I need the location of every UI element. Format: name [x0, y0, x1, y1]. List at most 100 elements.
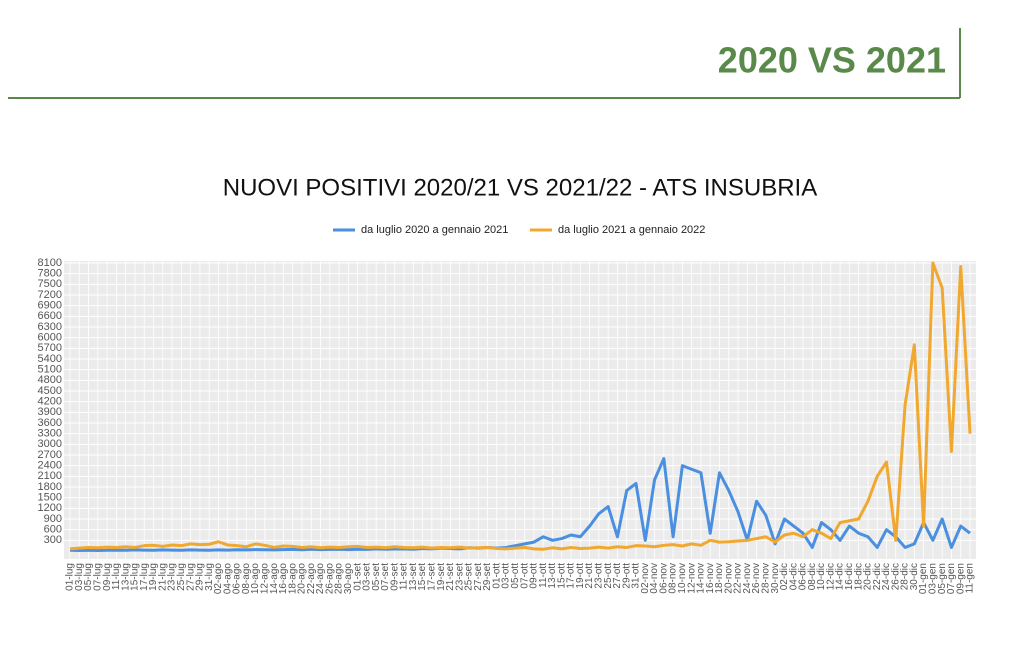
x-tick-label: 19-ott [575, 563, 586, 589]
x-tick-label: 05-gen [937, 563, 948, 594]
x-tick-label: 06-nov [658, 563, 669, 594]
x-tick-label: 22-dic [872, 563, 883, 590]
y-tick-label: 6900 [38, 300, 62, 312]
x-tick-label: 23-ott [594, 563, 605, 589]
x-tick-label: 31-ott [631, 563, 642, 589]
x-tick-label: 24-ago [315, 563, 326, 595]
x-tick-label: 25-lug [176, 563, 187, 591]
x-tick-label: 09-ott [529, 563, 540, 589]
x-tick-label: 02-ago [213, 563, 224, 595]
x-tick-label: 29-lug [195, 563, 206, 591]
x-tick-label: 14-nov [696, 563, 707, 594]
x-tick-label: 19-set [436, 563, 447, 591]
x-tick-label: 20-ago [297, 563, 308, 595]
x-tick-label: 03-lug [74, 563, 85, 591]
x-tick-label: 13-lug [120, 563, 131, 591]
y-tick-label: 4800 [38, 374, 62, 386]
y-tick-label: 2400 [38, 460, 62, 472]
x-tick-label: 07-lug [92, 563, 103, 591]
x-tick-label: 13-set [408, 563, 419, 591]
x-tick-label: 04-nov [649, 563, 660, 594]
x-tick-label: 05-ott [510, 563, 521, 589]
y-tick-label: 4500 [38, 385, 62, 397]
x-tick-label: 18-nov [714, 563, 725, 594]
y-tick-label: 600 [44, 524, 62, 536]
x-tick-label: 12-nov [686, 563, 697, 594]
y-tick-label: 5400 [38, 353, 62, 365]
y-tick-label: 3900 [38, 406, 62, 418]
x-tick-label: 26-dic [890, 563, 901, 590]
x-tick-label: 04-ago [222, 563, 233, 595]
x-tick-label: 15-ott [556, 563, 567, 589]
x-tick-label: 21-set [445, 563, 456, 591]
x-tick-label: 11-ott [538, 563, 549, 588]
x-tick-label: 08-dic [807, 563, 818, 590]
x-tick-label: 07-set [380, 563, 391, 591]
x-tick-label: 04-dic [788, 563, 799, 590]
slide-title: 2020 VS 2021 [718, 40, 946, 81]
y-tick-label: 7500 [38, 278, 62, 290]
y-tick-label: 3000 [38, 438, 62, 450]
series-line [69, 261, 972, 551]
x-tick-label: 27-set [473, 563, 484, 591]
x-tick-label: 24-nov [742, 563, 753, 594]
x-tick-label: 06-ago [232, 563, 243, 595]
x-tick-label: 12-dic [825, 563, 836, 590]
x-tick-label: 15-lug [130, 563, 141, 591]
x-tick-label: 14-ago [269, 563, 280, 595]
x-tick-label: 17-lug [139, 563, 150, 591]
y-tick-label: 7200 [38, 289, 62, 301]
y-tick-label: 8100 [38, 257, 62, 269]
x-tick-label: 20-nov [723, 563, 734, 594]
chart-title: NUOVI POSITIVI 2020/21 VS 2021/22 - ATS … [223, 174, 817, 201]
x-tick-label: 02-nov [640, 563, 651, 594]
x-tick-label: 13-ott [547, 563, 558, 589]
x-tick-label: 07-gen [946, 563, 957, 594]
x-tick-label: 27-ott [612, 563, 623, 589]
y-tick-label: 1800 [38, 481, 62, 493]
plot-background [64, 261, 976, 559]
x-tick-label: 16-nov [705, 563, 716, 594]
x-tick-label: 25-set [464, 563, 475, 591]
x-tick-label: 06-dic [798, 563, 809, 590]
x-tick-label: 24-dic [881, 563, 892, 590]
x-tick-label: 11-gen [965, 563, 976, 593]
y-tick-label: 6300 [38, 321, 62, 333]
y-tick-label: 5700 [38, 342, 62, 354]
x-tick-label: 11-set [399, 563, 410, 590]
x-tick-label: 16-dic [844, 563, 855, 590]
x-tick-label: 12-ago [259, 563, 270, 595]
x-tick-label: 21-ott [584, 563, 595, 589]
x-tick-label: 17-set [426, 563, 437, 591]
x-tick-label: 30-nov [770, 563, 781, 594]
x-tick-label: 10-dic [816, 563, 827, 590]
x-tick-label: 20-dic [863, 563, 874, 590]
x-tick-label: 28-ago [334, 563, 345, 595]
x-tick-label: 21-lug [157, 563, 168, 591]
x-tick-label: 28-nov [761, 563, 772, 594]
y-tick-label: 2100 [38, 470, 62, 482]
x-tick-label: 09-set [389, 563, 400, 591]
x-tick-label: 30-ago [343, 563, 354, 595]
x-tick-label: 18-dic [853, 563, 864, 590]
legend-label: da luglio 2021 a gennaio 2022 [558, 224, 705, 236]
y-tick-label: 3300 [38, 428, 62, 440]
y-tick-label: 900 [44, 513, 62, 525]
x-tick-label: 22-ago [306, 563, 317, 595]
x-tick-label: 05-lug [83, 563, 94, 591]
x-tick-label: 07-ott [519, 563, 530, 589]
y-tick-label: 6600 [38, 310, 62, 322]
x-tick-label: 16-ago [278, 563, 289, 595]
y-tick-label: 5100 [38, 364, 62, 376]
x-tick-label: 01-ott [491, 563, 502, 589]
x-tick-label: 31-lug [204, 563, 215, 591]
y-tick-label: 4200 [38, 396, 62, 408]
x-tick-label: 25-ott [603, 563, 614, 589]
series-line [69, 457, 971, 552]
x-tick-label: 29-ott [621, 563, 632, 589]
x-tick-label: 23-lug [167, 563, 178, 591]
y-tick-label: 300 [44, 534, 62, 546]
x-tick-label: 30-dic [909, 563, 920, 590]
